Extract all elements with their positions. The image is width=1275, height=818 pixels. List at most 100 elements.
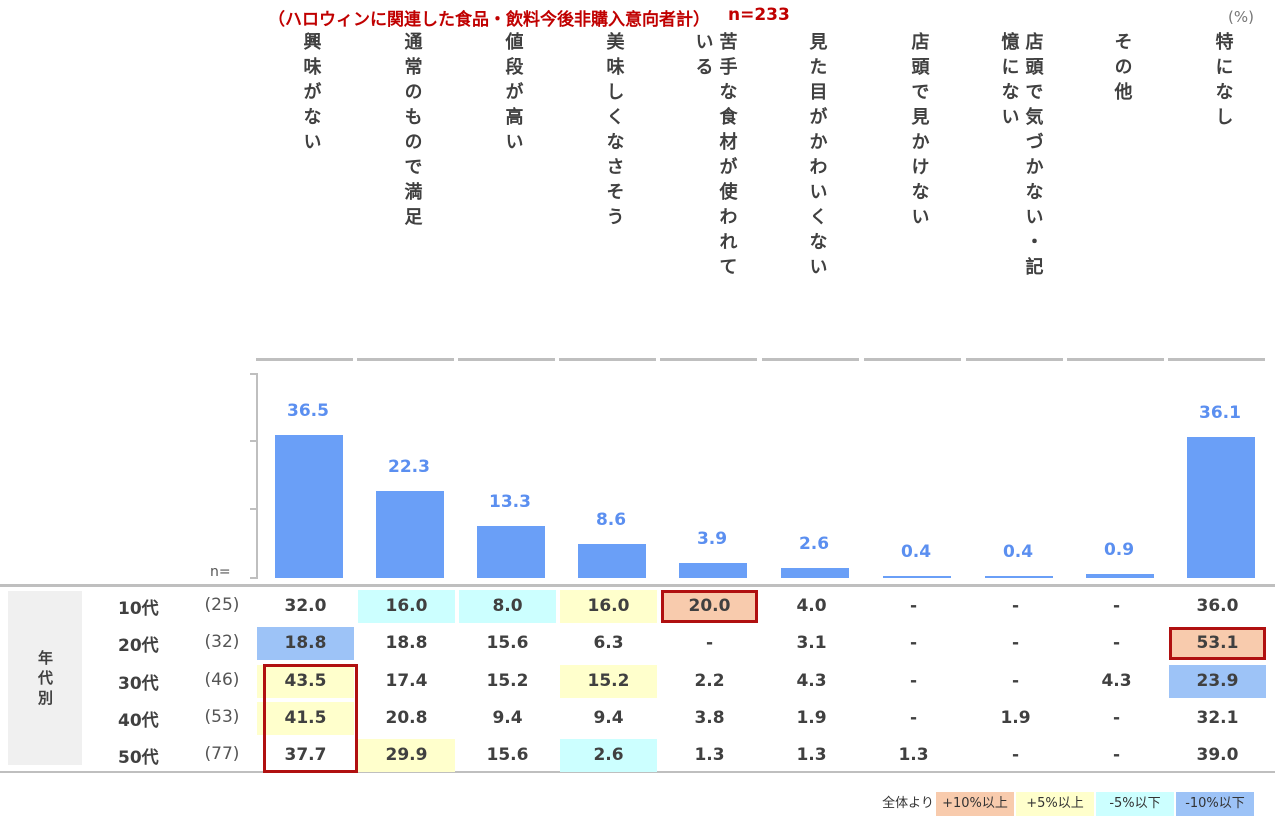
y-axis-line: [256, 373, 258, 579]
legend-item: -10%以下: [1176, 792, 1254, 816]
table-cell: 18.8: [257, 627, 354, 660]
table-cell: -: [1011, 745, 1020, 765]
table-cell: 3.8: [694, 708, 725, 728]
row-label: 50代: [118, 748, 159, 768]
sample-size: n=233: [728, 5, 790, 25]
column-header: 店頭で気づかない・記 憶にない: [970, 32, 1070, 362]
header-rule: [864, 358, 961, 361]
legend-prefix: 全体より: [882, 796, 934, 811]
table-top-rule: [0, 584, 1275, 587]
bar: [1085, 574, 1154, 578]
column-header-text: 苦手な食材が使われて: [716, 32, 738, 282]
table-cell: 41.5: [257, 702, 354, 735]
table-cell: 32.0: [284, 596, 327, 616]
column-header: 見た目がかわいくない: [766, 32, 866, 362]
table-cell: 1.9: [1000, 708, 1031, 728]
column-header-text: 興味がない: [300, 32, 322, 157]
unit-label: (%): [1228, 8, 1254, 26]
header-rule: [1168, 358, 1265, 361]
table-cell: 1.3: [694, 745, 725, 765]
bar: [1186, 436, 1255, 578]
bar: [476, 525, 545, 578]
table-cell: -: [1011, 596, 1020, 616]
table-cell: 4.3: [796, 671, 827, 691]
bar: [678, 562, 747, 578]
row-label: 30代: [118, 674, 159, 694]
table-cell: 43.5: [257, 665, 354, 698]
table-cell: 4.0: [796, 596, 827, 616]
table-cell: 39.0: [1196, 745, 1239, 765]
table-cell: 2.2: [694, 671, 725, 691]
table-cell: -: [909, 708, 918, 728]
table-cell: -: [1011, 671, 1020, 691]
column-header: その他: [1071, 32, 1171, 362]
row-n: (46): [204, 670, 240, 690]
column-header-text: 値段が高い: [502, 32, 524, 157]
y-tick: [250, 440, 258, 442]
column-header: 苦手な食材が使われて いる: [664, 32, 764, 362]
bar-value-label: 3.9: [696, 528, 728, 549]
table-cell: 2.6: [560, 739, 657, 772]
table-cell: 37.7: [284, 745, 327, 765]
table-cell: 1.3: [796, 745, 827, 765]
column-header: 通常のもので満足: [361, 32, 461, 362]
table-cell: 16.0: [560, 590, 657, 623]
n-header: n=: [210, 564, 231, 580]
table-cell: -: [1112, 708, 1121, 728]
table-cell: -: [1112, 745, 1121, 765]
table-cell: 9.4: [492, 708, 523, 728]
table-cell: 15.6: [486, 745, 529, 765]
table-cell: -: [1112, 633, 1121, 653]
table-cell: 8.0: [459, 590, 556, 623]
table-cell: -: [1011, 633, 1020, 653]
column-header-text: 特になし: [1212, 32, 1234, 132]
table-cell: 16.0: [358, 590, 455, 623]
row-n: (25): [204, 595, 240, 615]
column-header-text: 通常のもので満足: [401, 32, 423, 232]
table-cell: -: [1112, 596, 1121, 616]
column-header-text: 憶にない: [998, 32, 1020, 132]
row-n: (32): [204, 632, 240, 652]
column-header-text: その他: [1111, 32, 1133, 107]
bar: [577, 544, 646, 578]
bar-value-label: 0.4: [1002, 542, 1034, 562]
column-header-text: 店頭で気づかない・記: [1022, 32, 1044, 282]
row-label: 20代: [118, 636, 159, 656]
bar-value-label: 8.6: [595, 510, 627, 531]
header-rule: [660, 358, 757, 361]
legend-item: +5%以上: [1016, 792, 1094, 816]
table-cell: 15.2: [486, 671, 529, 691]
column-header: 興味がない: [260, 32, 360, 362]
header-rule: [762, 358, 859, 361]
row-n: (77): [204, 744, 240, 764]
bar-value-label: 36.5: [287, 401, 329, 422]
row-label: 40代: [118, 711, 159, 731]
legend-item: +10%以上: [936, 792, 1014, 816]
table-cell: 36.0: [1196, 596, 1239, 616]
bar-value-label: 0.9: [1103, 540, 1135, 561]
row-n: (53): [204, 707, 240, 727]
header-rule: [1067, 358, 1164, 361]
bar: [274, 435, 343, 578]
bar: [375, 490, 444, 578]
highlight-box: [263, 664, 358, 773]
bar-value-label: 2.6: [798, 533, 830, 554]
table-cell: 32.1: [1196, 708, 1239, 728]
bar-value-label: 22.3: [388, 456, 430, 477]
table-cell: 9.4: [593, 708, 624, 728]
column-header-text: 店頭で見かけない: [908, 32, 930, 232]
y-tick: [250, 508, 258, 510]
table-cell: 3.1: [796, 633, 827, 653]
header-rule: [966, 358, 1063, 361]
y-tick: [250, 577, 258, 579]
y-tick: [250, 373, 258, 375]
column-header: 美味しくなさそう: [563, 32, 663, 362]
table-cell: -: [909, 596, 918, 616]
column-header-text: 美味しくなさそう: [603, 32, 625, 232]
bar: [984, 576, 1053, 578]
row-label: 10代: [118, 599, 159, 619]
table-cell: 15.6: [486, 633, 529, 653]
header-rule: [256, 358, 353, 361]
header-rule: [559, 358, 656, 361]
column-header-text: 見た目がかわいくない: [806, 32, 828, 282]
